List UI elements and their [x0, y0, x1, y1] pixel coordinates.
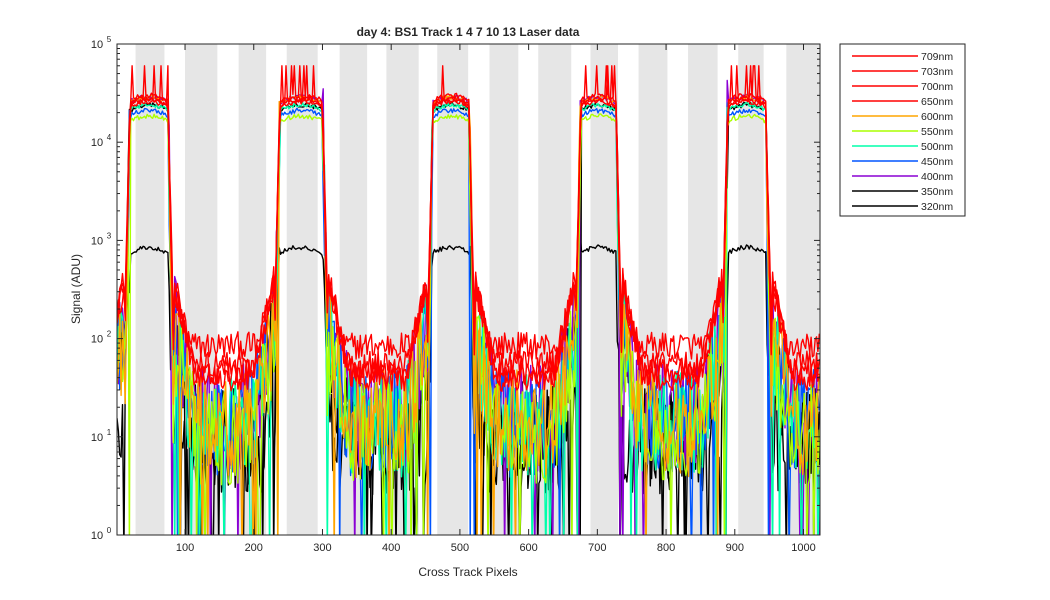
y-tick-exponent: 0 [107, 526, 112, 535]
legend-label-320nm: 320nm [921, 201, 953, 213]
y-tick-label: 10 [91, 432, 103, 444]
shaded-band-13 [738, 44, 764, 535]
series-line-550nm [117, 102, 820, 535]
legend: 709nm 703nm 700nm 650nm 600nm 550nm 500nm 450nm… [839, 43, 966, 217]
y-tick-exponent: 4 [107, 133, 112, 142]
y-tick-exponent: 5 [107, 35, 112, 44]
x-tick-label: 300 [313, 542, 331, 554]
x-tick-label: 1000 [791, 542, 815, 554]
x-tick-label: 100 [176, 542, 194, 554]
legend-label-400nm: 400nm [921, 171, 953, 183]
series-line-703nm [117, 65, 820, 379]
legend-label-600nm: 600nm [921, 111, 953, 123]
y-tick-exponent: 1 [107, 428, 112, 437]
y-tick-label: 10 [91, 530, 103, 542]
shaded-band-7 [437, 44, 469, 535]
y-tick-label: 10 [91, 235, 103, 247]
x-tick-label: 800 [657, 542, 675, 554]
y-tick-label: 10 [91, 39, 103, 51]
x-axis: 100 200 300 400 500 600 700 800 900 1000 [176, 44, 816, 554]
plot-lines [117, 65, 820, 535]
shaded-band-4 [286, 44, 318, 535]
legend-label-703nm: 703nm [921, 66, 953, 78]
x-axis-label: Cross Track Pixels [418, 565, 517, 579]
legend-label-700nm: 700nm [921, 81, 953, 93]
x-tick-label: 200 [245, 542, 263, 554]
x-tick-label: 400 [382, 542, 400, 554]
series-line-709nm [117, 65, 820, 360]
y-axis: 10 0 10 1 10 2 10 3 10 4 10 5 [91, 35, 820, 542]
x-tick-label: 500 [451, 542, 469, 554]
legend-label-650nm: 650nm [921, 96, 953, 108]
y-tick-label: 10 [91, 334, 103, 346]
legend-label-550nm: 550nm [921, 126, 953, 138]
legend-label-450nm: 450nm [921, 156, 953, 168]
shaded-band-10 [590, 44, 618, 535]
shaded-band-1 [135, 44, 165, 535]
x-tick-label: 900 [726, 542, 744, 554]
y-tick-exponent: 2 [107, 330, 112, 339]
x-tick-label: 700 [588, 542, 606, 554]
x-tick-label: 600 [519, 542, 537, 554]
y-tick-exponent: 3 [107, 231, 112, 240]
y-axis-label: Signal (ADU) [69, 254, 83, 324]
chart-title: day 4: BS1 Track 1 4 7 10 13 Laser data [357, 25, 580, 39]
y-tick-label: 10 [91, 137, 103, 149]
legend-label-709nm: 709nm [921, 51, 953, 63]
plot-frame [116, 43, 821, 536]
legend-label-500nm: 500nm [921, 141, 953, 153]
legend-box [839, 43, 966, 217]
legend-label-350nm: 350nm [921, 186, 953, 198]
